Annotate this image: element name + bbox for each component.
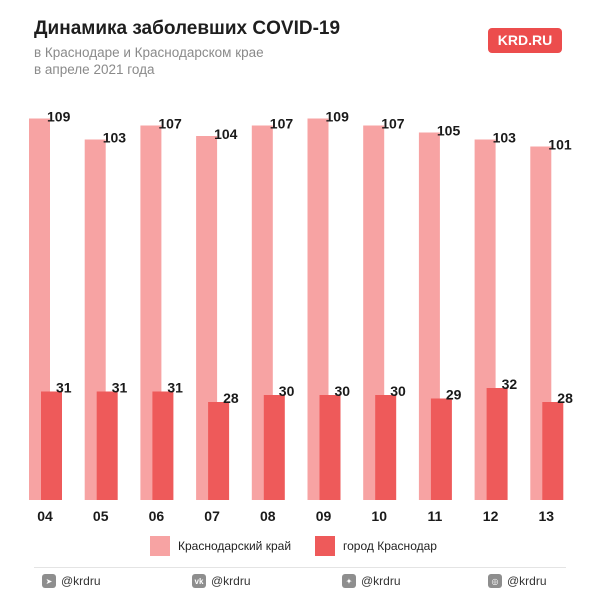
data-label-krai: 109 <box>47 109 71 125</box>
subtitle-line-2: в апреле 2021 года <box>34 62 155 77</box>
data-label-city: 30 <box>279 383 295 399</box>
bar-city <box>375 395 397 500</box>
data-label-city: 28 <box>557 390 573 406</box>
x-tick-label: 05 <box>93 508 109 524</box>
social-twitter[interactable]: ✦ @krdru <box>342 574 401 588</box>
x-tick-label: 12 <box>483 508 499 524</box>
x-tick-label: 13 <box>539 508 555 524</box>
legend-label-krai: Краснодарский край <box>178 539 292 553</box>
legend-item-krai: Краснодарский край <box>150 536 291 556</box>
x-tick-label: 11 <box>427 508 442 524</box>
social-handle: @krdru <box>211 574 251 588</box>
bar-city <box>263 395 285 500</box>
chart-title: Динамика заболевших COVID-19 <box>34 18 341 39</box>
data-label-city: 31 <box>112 380 128 396</box>
chart-subtitle: в Краснодаре и Краснодарском крае в апре… <box>34 44 340 78</box>
twitter-icon: ✦ <box>342 574 356 588</box>
data-label-krai: 109 <box>326 109 350 125</box>
krd-logo[interactable]: KRD.RU <box>488 28 562 53</box>
data-label-city: 29 <box>446 387 462 403</box>
data-label-krai: 107 <box>158 116 182 132</box>
data-label-krai: 103 <box>493 130 517 146</box>
data-label-city: 31 <box>167 380 183 396</box>
telegram-icon: ➤ <box>42 574 56 588</box>
x-tick-label: 07 <box>204 508 220 524</box>
vk-icon: vk <box>192 574 206 588</box>
social-vk[interactable]: vk @krdru <box>192 574 251 588</box>
bar-city <box>208 402 230 500</box>
data-label-city: 28 <box>223 390 239 406</box>
legend-swatch-city <box>315 536 336 556</box>
bar-city <box>486 388 508 500</box>
social-handle: @krdru <box>361 574 401 588</box>
social-telegram[interactable]: ➤ @krdru <box>42 574 101 588</box>
bar-city <box>542 402 564 500</box>
x-tick-label: 09 <box>316 508 332 524</box>
x-tick-label: 04 <box>37 508 53 524</box>
header: Динамика заболевших COVID-19 в Краснодар… <box>34 18 340 78</box>
legend-label-city: город Краснодар <box>343 539 437 553</box>
social-handle: @krdru <box>61 574 101 588</box>
bar-city <box>430 398 452 500</box>
data-label-city: 31 <box>56 380 72 396</box>
x-tick-label: 08 <box>260 508 276 524</box>
data-label-krai: 107 <box>270 116 294 132</box>
social-instagram[interactable]: ◎ @krdru <box>488 574 547 588</box>
data-label-krai: 104 <box>214 126 238 142</box>
data-label-city: 32 <box>502 376 518 392</box>
legend-item-city: город Краснодар <box>315 536 437 556</box>
social-links: ➤ @krdru vk @krdru ✦ @krdru ◎ @krdru <box>0 574 600 594</box>
data-label-krai: 105 <box>437 123 461 139</box>
x-tick-label: 10 <box>371 508 387 524</box>
subtitle-line-1: в Краснодаре и Краснодарском крае <box>34 45 264 60</box>
social-handle: @krdru <box>507 574 547 588</box>
data-label-krai: 101 <box>548 137 572 153</box>
bar-city <box>96 391 118 500</box>
instagram-icon: ◎ <box>488 574 502 588</box>
data-label-krai: 103 <box>103 130 127 146</box>
bar-city <box>41 391 62 500</box>
data-label-city: 30 <box>390 383 406 399</box>
legend-swatch-krai <box>150 536 170 556</box>
x-tick-label: 06 <box>149 508 165 524</box>
bar-city <box>152 391 174 500</box>
data-label-city: 30 <box>335 383 351 399</box>
footer-divider <box>34 567 566 568</box>
legend: Краснодарский край город Краснодар <box>150 536 461 556</box>
bar-city <box>319 395 341 500</box>
data-label-krai: 107 <box>381 116 405 132</box>
